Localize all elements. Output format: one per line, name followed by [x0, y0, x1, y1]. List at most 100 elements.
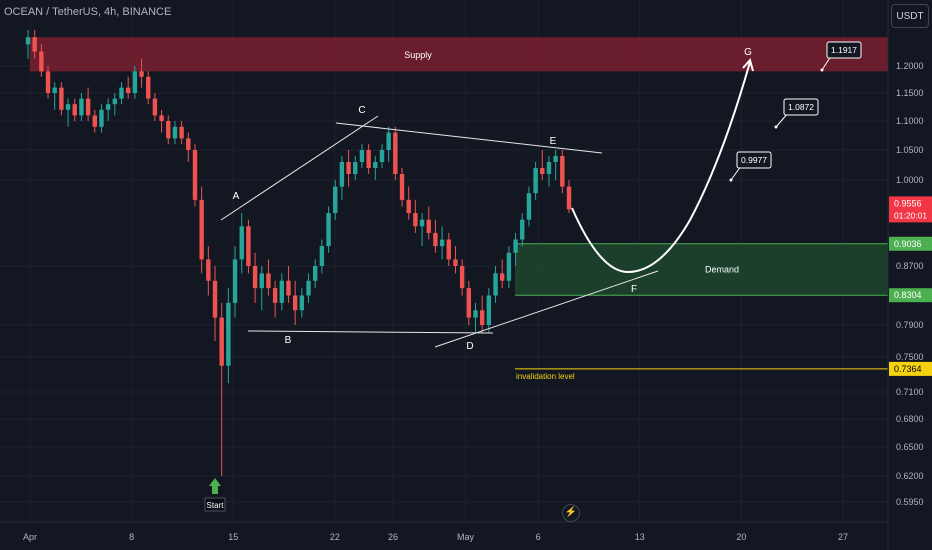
- target-label: 1.1917: [831, 45, 857, 55]
- candle-body: [526, 193, 532, 220]
- candle: [259, 266, 264, 311]
- candle: [52, 82, 57, 110]
- candle: [553, 150, 558, 180]
- candle-body: [486, 295, 492, 325]
- candle: [125, 76, 131, 99]
- target-label: 1.0872: [788, 102, 814, 112]
- start-label: Start: [207, 501, 225, 510]
- candle-body: [466, 288, 472, 318]
- candle: [25, 30, 31, 59]
- countdown-text: 01:20:01: [894, 210, 927, 220]
- candle: [473, 302, 478, 333]
- start-arrow-icon: [209, 478, 221, 494]
- candle-body: [339, 162, 345, 187]
- current-price-tag: [889, 196, 932, 223]
- candle-body: [333, 186, 338, 214]
- candle-body: [39, 51, 44, 72]
- candle-body: [139, 71, 144, 77]
- candle: [560, 150, 565, 194]
- candle: [39, 44, 44, 77]
- target-dot: [820, 68, 824, 72]
- price-tick: 0.7100: [896, 387, 924, 397]
- time-axis: Apr 8 15 22 26 May 6 13 20 27: [23, 532, 848, 542]
- drawings: Start: [204, 57, 754, 512]
- candle-body: [45, 71, 51, 93]
- candle-body: [373, 162, 378, 168]
- candle: [546, 156, 552, 187]
- price-tick: 1.2000: [896, 61, 924, 71]
- price-tick: 0.6500: [896, 442, 924, 452]
- candle: [92, 109, 97, 133]
- candle-body: [206, 259, 211, 281]
- candle-body: [79, 98, 84, 116]
- candle-body: [459, 266, 465, 289]
- candle-body: [419, 219, 425, 227]
- candle-body: [319, 246, 325, 266]
- candle: [493, 266, 498, 303]
- price-tag: [889, 288, 932, 303]
- candle-body: [306, 280, 311, 296]
- candle-body: [152, 98, 158, 116]
- supply-label: Supply: [404, 50, 432, 60]
- candle-body: [399, 174, 405, 200]
- candle: [500, 259, 505, 289]
- candle: [413, 199, 418, 233]
- candle-body: [172, 126, 178, 139]
- candle: [439, 226, 445, 260]
- candle-body: [125, 87, 131, 93]
- candle: [65, 98, 71, 127]
- candle-body: [272, 288, 278, 303]
- candle: [459, 259, 465, 296]
- currency-unit-button[interactable]: USDT: [891, 4, 929, 28]
- price-tick: 0.6200: [896, 471, 924, 481]
- candle: [379, 144, 385, 168]
- price-axis-bg: [889, 0, 932, 550]
- candle-body: [406, 199, 411, 214]
- candle: [319, 239, 325, 274]
- candle-body: [246, 226, 251, 266]
- candle: [146, 71, 151, 105]
- candle-body: [159, 115, 164, 121]
- time-tick: 8: [129, 532, 134, 542]
- candle-body: [146, 76, 151, 99]
- candle: [246, 219, 251, 274]
- candle: [366, 144, 371, 174]
- candle-body: [266, 273, 271, 289]
- candle-body: [252, 266, 258, 289]
- candle: [166, 115, 171, 145]
- candle-body: [299, 295, 305, 311]
- candle: [566, 180, 572, 214]
- candle-body: [59, 87, 64, 110]
- candle: [533, 162, 538, 200]
- trendline-b-d: [247, 330, 494, 334]
- candle-body: [453, 259, 458, 266]
- target-box: [736, 151, 772, 169]
- candle: [393, 126, 398, 180]
- candle: [346, 150, 351, 187]
- candle-body: [553, 156, 558, 162]
- target-label: 0.9977: [741, 155, 767, 165]
- candle: [466, 280, 472, 325]
- candle: [239, 213, 244, 274]
- trendline-a-c: [220, 115, 379, 221]
- time-tick: 26: [388, 532, 398, 542]
- candle-body: [560, 156, 565, 187]
- candle-body: [25, 37, 31, 45]
- candle: [99, 104, 104, 133]
- price-tag: [889, 236, 932, 251]
- candle-body: [286, 280, 291, 296]
- candle: [206, 246, 211, 296]
- target-box: [826, 41, 862, 59]
- candle-body: [433, 232, 438, 247]
- flash-icon[interactable]: ⚡: [562, 504, 580, 522]
- price-tick: 1.0500: [896, 145, 924, 155]
- chart-title: OCEAN / TetherUS, 4h, BINANCE: [4, 6, 172, 18]
- candle: [172, 121, 178, 145]
- start-badge: [204, 497, 226, 512]
- time-tick: 22: [330, 532, 340, 542]
- candle-body: [239, 226, 244, 260]
- candle-body: [199, 199, 204, 260]
- wave-label-b: B: [285, 335, 292, 346]
- price-tick: 1.0000: [896, 175, 924, 185]
